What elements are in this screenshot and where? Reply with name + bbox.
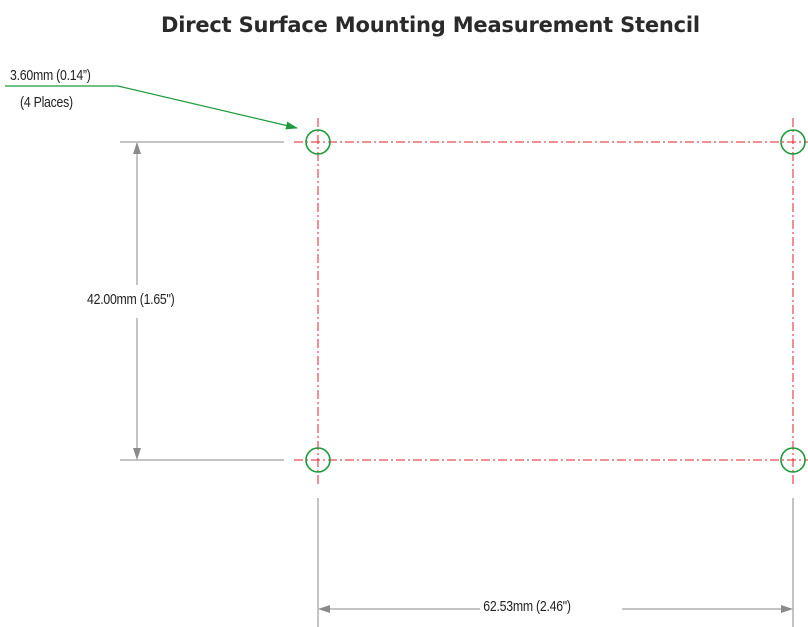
height-dimension-label: 42.00mm (1.65"): [87, 291, 175, 308]
hole-top-right: [780, 129, 806, 155]
leader-arrow: [117, 85, 298, 130]
page-title: Direct Surface Mounting Measurement Sten…: [161, 13, 700, 37]
hole-count-label: (4 Places): [20, 94, 73, 111]
hole-top-left: [305, 129, 331, 155]
height-dimension: [120, 141, 284, 461]
hole-bottom-left: [305, 447, 331, 473]
hole-size-label: 3.60mm (0.14”): [10, 67, 91, 84]
hole-bottom-right: [780, 447, 806, 473]
mounting-rectangle: [294, 118, 808, 485]
mounting-holes: [305, 129, 806, 473]
hole-size-leader: [5, 85, 298, 130]
width-dimension: [317, 498, 794, 627]
width-dimension-label: 62.53mm (2.46"): [480, 598, 575, 616]
